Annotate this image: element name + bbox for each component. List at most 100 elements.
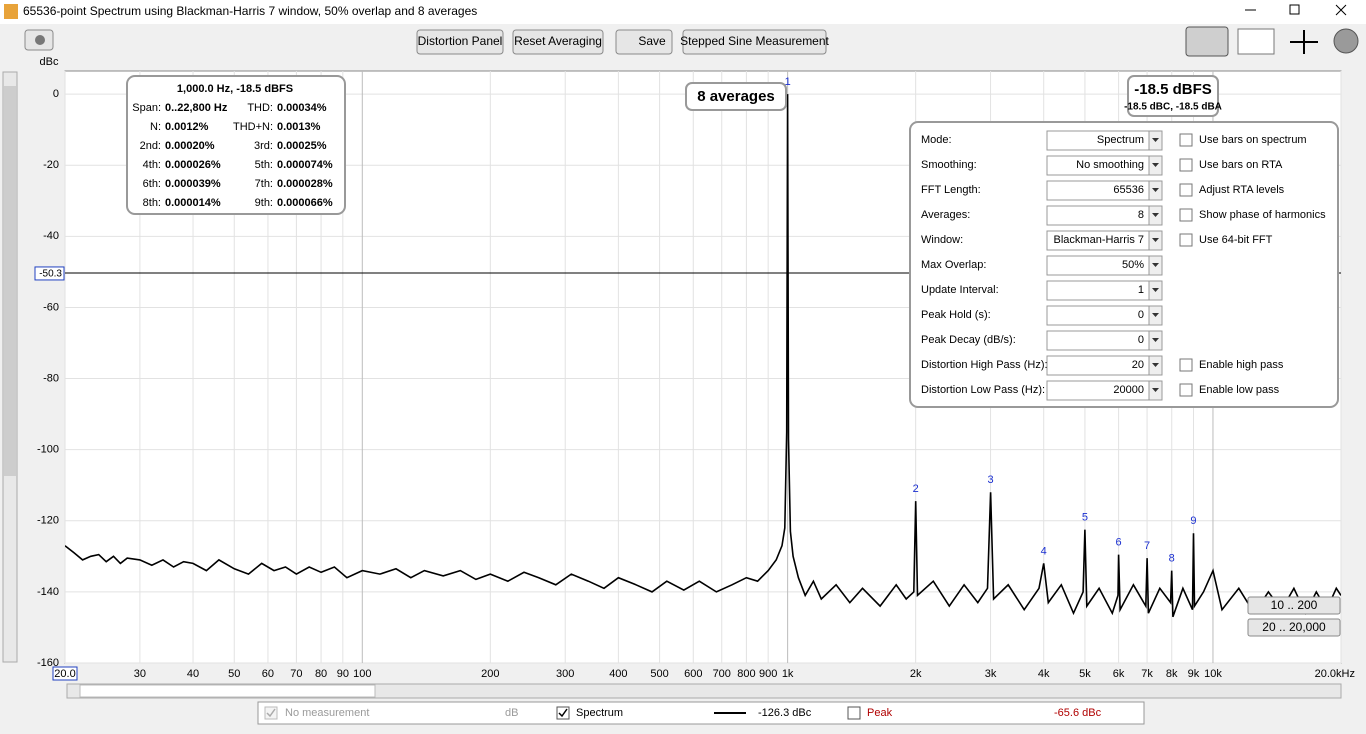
arrow-icon bbox=[1152, 163, 1159, 167]
setting-label: Mode: bbox=[921, 134, 952, 146]
option-checkbox[interactable] bbox=[1179, 183, 1193, 197]
harmonic-marker: 7 bbox=[1144, 540, 1150, 552]
y-tick-label: -120 bbox=[37, 515, 59, 527]
y-tick-label: -40 bbox=[43, 230, 59, 242]
setting-field[interactable] bbox=[1046, 280, 1150, 301]
settings-button[interactable] bbox=[1333, 28, 1359, 54]
info-value: 0.000066% bbox=[277, 197, 333, 209]
setting-label: Peak Hold (s): bbox=[921, 309, 991, 321]
info-value: 0.000039% bbox=[165, 178, 221, 190]
legend-checkbox[interactable] bbox=[264, 706, 278, 720]
option-checkbox[interactable] bbox=[1179, 233, 1193, 247]
toolbar-button-label: Distortion Panel bbox=[418, 34, 503, 48]
setting-field[interactable] bbox=[1046, 305, 1150, 326]
setting-value: Blackman-Harris 7 bbox=[1054, 234, 1144, 246]
legend-label: No measurement bbox=[285, 707, 369, 719]
window-title: 65536-point Spectrum using Blackman-Harr… bbox=[23, 4, 477, 18]
v-scroll-thumb[interactable] bbox=[4, 86, 16, 476]
info-label: 6th: bbox=[143, 178, 161, 190]
option-checkbox[interactable] bbox=[1179, 208, 1193, 222]
arrow-icon bbox=[1152, 338, 1159, 342]
y-tick-label: -160 bbox=[37, 657, 59, 669]
x-tick-label: 50 bbox=[228, 668, 240, 680]
x-tick-label: 20.0 bbox=[54, 668, 75, 680]
toolbar-button[interactable] bbox=[512, 29, 604, 55]
legend-label: Peak bbox=[867, 707, 893, 719]
setting-value: 20000 bbox=[1113, 384, 1144, 396]
legend-label: Spectrum bbox=[576, 707, 623, 719]
x-tick-label: 2k bbox=[910, 668, 922, 680]
range-button[interactable] bbox=[1247, 618, 1341, 637]
harmonic-marker: 4 bbox=[1041, 545, 1047, 557]
zoom-fit-button[interactable] bbox=[1290, 30, 1318, 54]
arrow-icon bbox=[1152, 188, 1159, 192]
view-button[interactable] bbox=[1185, 26, 1229, 57]
x-tick-label: 20.0kHz bbox=[1315, 668, 1355, 680]
x-tick-label: 300 bbox=[556, 668, 574, 680]
x-tick-label: 90 bbox=[337, 668, 349, 680]
toolbar-button[interactable] bbox=[416, 29, 504, 55]
x-tick-label: 400 bbox=[609, 668, 627, 680]
spectrum-line bbox=[65, 94, 1341, 618]
toolbar-button[interactable] bbox=[682, 29, 827, 55]
harmonic-marker: 5 bbox=[1082, 512, 1088, 524]
setting-field[interactable] bbox=[1046, 205, 1150, 226]
harmonic-marker: 9 bbox=[1190, 515, 1196, 527]
arrow-icon bbox=[1152, 313, 1159, 317]
option-checkbox[interactable] bbox=[1179, 383, 1193, 397]
x-tick-label: 80 bbox=[315, 668, 327, 680]
range-button[interactable] bbox=[1247, 596, 1341, 615]
x-tick-label: 8k bbox=[1166, 668, 1178, 680]
x-tick-label: 7k bbox=[1141, 668, 1153, 680]
arrow-icon bbox=[1152, 138, 1159, 142]
x-tick-label: 30 bbox=[134, 668, 146, 680]
setting-value: 8 bbox=[1138, 209, 1144, 221]
info-panel bbox=[126, 75, 346, 215]
info-label: 5th: bbox=[255, 159, 273, 171]
setting-label: Peak Decay (dB/s): bbox=[921, 334, 1016, 346]
legend-reading: -65.6 dBc bbox=[1054, 707, 1102, 719]
h-scroll-thumb[interactable] bbox=[79, 684, 376, 698]
setting-value: 50% bbox=[1122, 259, 1144, 271]
setting-value: 20 bbox=[1132, 359, 1144, 371]
setting-field[interactable] bbox=[1046, 330, 1150, 351]
h-scrollbar[interactable] bbox=[66, 683, 1342, 699]
level-sub: -18.5 dBC, -18.5 dBA bbox=[1124, 102, 1222, 113]
toolbar-button[interactable] bbox=[615, 29, 673, 55]
x-tick-label: 5k bbox=[1079, 668, 1091, 680]
option-checkbox[interactable] bbox=[1179, 358, 1193, 372]
range-button-label: 20 .. 20,000 bbox=[1262, 620, 1326, 634]
range-button-label: 10 .. 200 bbox=[1271, 598, 1318, 612]
harmonic-marker: 6 bbox=[1116, 536, 1122, 548]
setting-label: Distortion High Pass (Hz): bbox=[921, 359, 1048, 371]
cursor-label-box bbox=[34, 266, 65, 281]
setting-label: Averages: bbox=[921, 209, 970, 221]
close-button[interactable] bbox=[1335, 4, 1347, 16]
arrow-icon bbox=[1152, 363, 1159, 367]
restore-button[interactable] bbox=[1289, 4, 1300, 15]
info-value: 0.000026% bbox=[165, 159, 221, 171]
camera-icon bbox=[35, 35, 45, 45]
info-value: 0..22,800 Hz bbox=[165, 102, 228, 114]
info-label: Span: bbox=[132, 102, 161, 114]
info-value: 0.00025% bbox=[277, 140, 327, 152]
arrow-icon bbox=[1152, 388, 1159, 392]
info-label: 3rd: bbox=[254, 140, 273, 152]
option-checkbox[interactable] bbox=[1179, 158, 1193, 172]
setting-label: Distortion Low Pass (Hz): bbox=[921, 384, 1045, 396]
legend-checkbox[interactable] bbox=[847, 706, 861, 720]
grid-view-button[interactable] bbox=[1237, 28, 1275, 55]
setting-value: No smoothing bbox=[1076, 159, 1144, 171]
x-tick-label: 700 bbox=[713, 668, 731, 680]
option-label: Adjust RTA levels bbox=[1199, 184, 1285, 196]
info-label: THD+N: bbox=[233, 121, 273, 133]
option-checkbox[interactable] bbox=[1179, 133, 1193, 147]
averages-badge bbox=[685, 82, 787, 111]
x-tick-label: 70 bbox=[290, 668, 302, 680]
legend-checkbox[interactable] bbox=[556, 706, 570, 720]
x-tick-label: 6k bbox=[1113, 668, 1125, 680]
legend-reading: -126.3 dBc bbox=[758, 707, 812, 719]
check-icon bbox=[266, 708, 276, 718]
setting-label: Window: bbox=[921, 234, 963, 246]
option-label: Use 64-bit FFT bbox=[1199, 234, 1273, 246]
